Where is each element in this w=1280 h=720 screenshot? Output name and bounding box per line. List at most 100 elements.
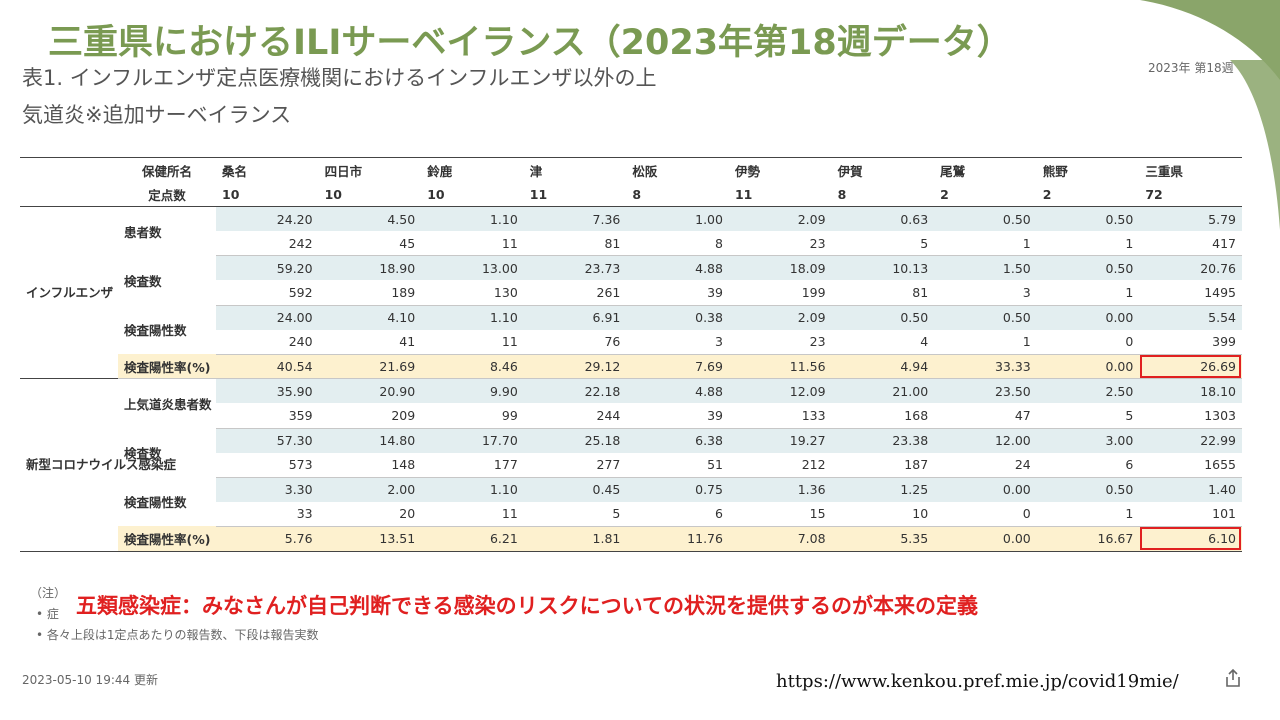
table-cell: 5.54 — [1139, 305, 1242, 330]
table-cell: 8 — [626, 231, 729, 257]
highlighted-total-rate: 6.10 — [1139, 526, 1242, 552]
table-cell: 1 — [1036, 280, 1140, 306]
table-cell: 24 — [934, 452, 1037, 478]
red-annotation: 五類感染症：みなさんが自己判断できる感染のリスクについての状況を提供するのが本来… — [76, 594, 978, 618]
table-cell: 11 — [421, 501, 524, 527]
table-cell: 11.56 — [728, 354, 832, 380]
table-cell: 2.09 — [728, 305, 832, 330]
table-cell: 573 — [216, 452, 319, 478]
note-bullet-2-text: 各々上段は1定点あたりの報告数、下段は報告実数 — [46, 628, 319, 642]
table-cell: 5 — [831, 231, 935, 257]
column-header-sites: 72 — [1139, 182, 1242, 208]
table-cell: 39 — [626, 280, 729, 306]
column-header-sites: 10 — [216, 182, 319, 208]
table-cell: 0.00 — [934, 526, 1037, 552]
table-cell: 57.30 — [216, 428, 319, 453]
table-cell: 6 — [1036, 452, 1140, 478]
table-cell: 148 — [318, 452, 422, 478]
table-row-positivity-rate: 検査陽性率(%) 40.54 21.69 8.46 29.12 7.69 11.56 4.94… — [20, 354, 1242, 380]
table-cell: 261 — [523, 280, 627, 306]
table-cell: 0.50 — [831, 305, 935, 330]
header-office-label: 保健所名 — [118, 157, 216, 183]
table-cell: 0.63 — [831, 206, 935, 232]
table-cell: 16.67 — [1036, 526, 1140, 552]
surveillance-table: 保健所名 桑名 四日市 鈴鹿津松阪 伊勢 伊賀 尾鷲 熊野 三重県 定点数 10 10 10 11 8… — [20, 157, 1242, 552]
table-cell: 10.13 — [831, 255, 935, 281]
table-cell: 18.90 — [318, 255, 422, 281]
table-cell: 45 — [318, 231, 422, 257]
table-cell: 359 — [216, 403, 319, 429]
table-cell: 5.79 — [1139, 206, 1242, 232]
column-header-sites: 2 — [934, 182, 1037, 208]
table-row: 573 148 177 277 51 212 187 24 6 1655 — [20, 452, 1242, 478]
table-row: 検査陽性数 3.30 2.00 1.10 0.45 0.75 1.36 1.25 0.00 0.5… — [20, 477, 1242, 510]
table-cell: 1 — [934, 329, 1037, 355]
table-cell: 6.38 — [626, 428, 729, 453]
group-label: インフルエンザ — [20, 206, 118, 380]
table-cell: 3 — [934, 280, 1037, 306]
table-cell: 1 — [934, 231, 1037, 257]
column-header-office: 三重県 — [1139, 157, 1242, 183]
table-cell: 0 — [934, 501, 1037, 527]
source-url[interactable]: https://www.kenkou.pref.mie.jp/covid19mi… — [776, 671, 1179, 692]
table-cell: 1655 — [1139, 452, 1242, 478]
table-cell: 1.50 — [934, 255, 1037, 281]
table-cell: 81 — [831, 280, 935, 306]
table-cell: 212 — [728, 452, 832, 478]
table-cell: 1.10 — [421, 305, 524, 330]
metric-label: 患者数 — [124, 225, 162, 241]
table-cell: 209 — [318, 403, 422, 429]
table-cell: 130 — [421, 280, 524, 306]
table-cell: 242 — [216, 231, 319, 257]
table-cell: 7.69 — [626, 354, 729, 380]
column-header-office: 尾鷲 — [934, 157, 1037, 183]
table-cell: 3.30 — [216, 477, 319, 502]
note-bullet-1-text: 症 — [46, 607, 59, 621]
table-cell: 1.25 — [831, 477, 935, 502]
metric-label: 検査陽性数 — [124, 495, 187, 511]
highlighted-total-rate: 26.69 — [1139, 354, 1242, 380]
table-cell: 13.00 — [421, 255, 524, 281]
table-cell: 22.18 — [523, 378, 627, 404]
table-cell: 0.50 — [934, 206, 1037, 232]
column-header-sites: 2 — [1036, 182, 1140, 208]
table-cell: 23 — [728, 231, 832, 257]
table-cell: 81 — [523, 231, 627, 257]
table-cell: 1 — [1036, 231, 1140, 257]
table-row: 33 20 11 5 6 15 10 0 1 101 — [20, 501, 1242, 527]
table-cell: 18.09 — [728, 255, 832, 281]
table-cell: 5 — [523, 501, 627, 527]
table-cell: 240 — [216, 329, 319, 355]
table-cell: 40.54 — [216, 354, 319, 380]
table-cell: 7.08 — [728, 526, 832, 552]
table-cell: 15 — [728, 501, 832, 527]
table-cell: 20 — [318, 501, 422, 527]
column-header-sites: 8 — [626, 182, 729, 208]
column-header-sites: 10 — [318, 182, 422, 208]
table-cell: 1.40 — [1139, 477, 1242, 502]
table-cell: 17.70 — [421, 428, 524, 453]
table-heading: 表1. インフルエンザ定点医療機関におけるインフルエンザ以外の上気道炎※追加サー… — [22, 66, 657, 127]
table-cell: 14.80 — [318, 428, 422, 453]
column-header-sites: 11 — [523, 182, 627, 208]
table-cell: 5.35 — [831, 526, 935, 552]
table-cell: 592 — [216, 280, 319, 306]
share-icon[interactable] — [1224, 668, 1242, 688]
note-label: （注） — [30, 586, 67, 600]
table-cell: 2.00 — [318, 477, 422, 502]
table-row: 検査数 57.30 14.80 17.70 25.18 6.38 19.27 23.38 12.… — [20, 428, 1242, 461]
column-header-office: 鈴鹿 — [421, 157, 524, 183]
metric-label: 検査数 — [124, 446, 162, 462]
metric-label: 検査陽性数 — [124, 323, 187, 339]
corner-decoration — [1140, 0, 1280, 230]
table-cell: 0.00 — [1036, 305, 1140, 330]
table-cell: 4.50 — [318, 206, 422, 232]
table-cell: 29.12 — [523, 354, 627, 380]
table-cell: 4.88 — [626, 378, 729, 404]
metric-label: 上気道炎患者数 — [124, 397, 212, 413]
table-row: 240 41 11 76 3 23 4 1 0 399 — [20, 329, 1242, 355]
table-row: 検査数 59.20 18.90 13.00 23.73 4.88 18.09 10.13 1.5… — [20, 255, 1242, 289]
metric-label: 検査陽性率(%) — [118, 354, 216, 380]
note-bullet-2: • 各々上段は1定点あたりの報告数、下段は報告実数 — [36, 628, 319, 642]
table-cell: 168 — [831, 403, 935, 429]
